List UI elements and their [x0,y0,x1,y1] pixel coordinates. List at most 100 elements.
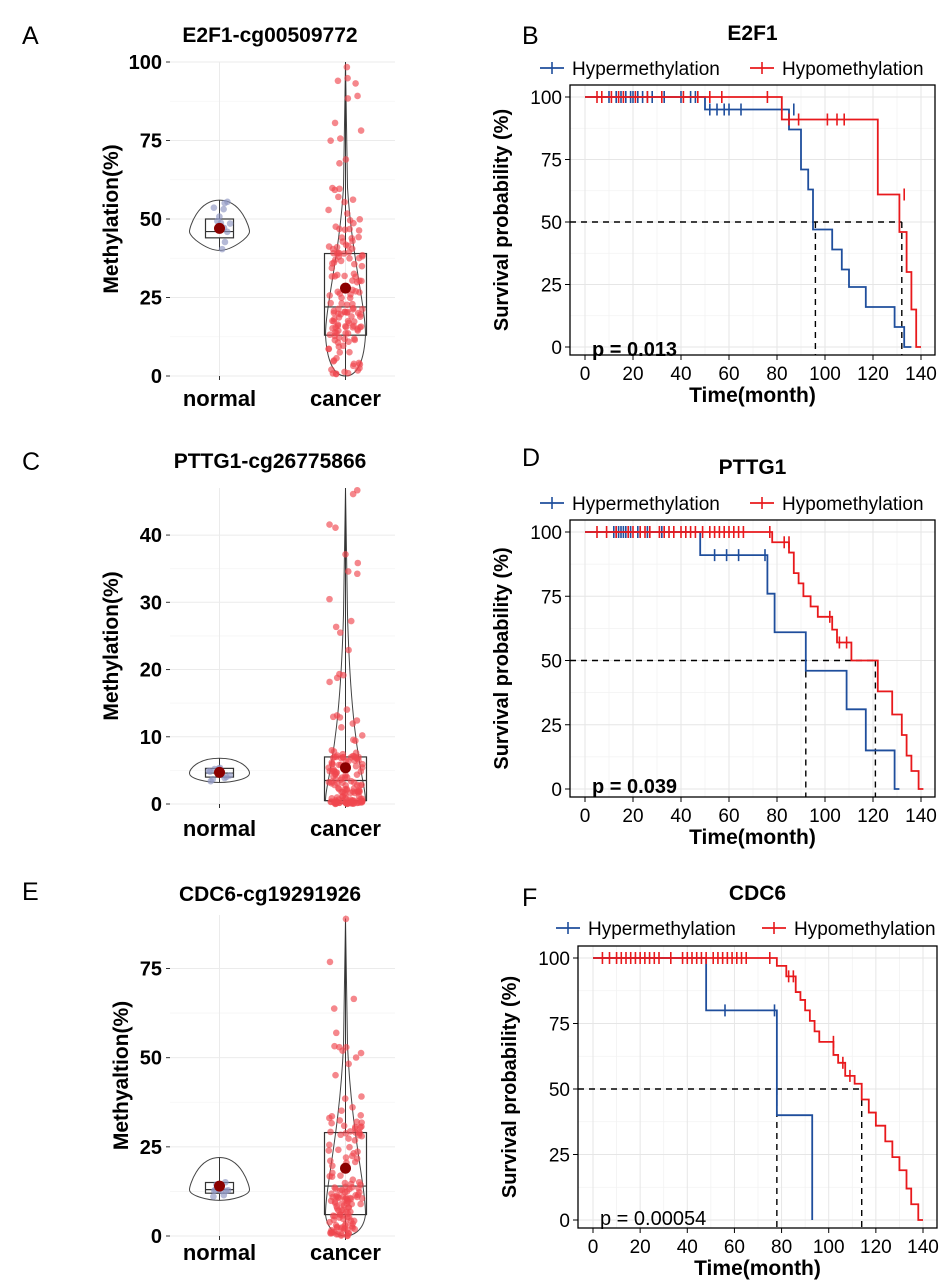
data-point [210,204,218,212]
data-point [357,127,365,134]
data-point [332,524,339,531]
data-point [348,313,355,320]
data-point [346,1143,353,1151]
x-tick-label: 120 [857,806,889,827]
data-point [335,193,342,201]
data-point [345,248,353,256]
km-curve-hypermethylation [585,531,900,790]
x-tick-label: 120 [860,1237,892,1258]
data-point [333,243,341,251]
data-point [333,329,340,337]
data-point [330,1005,338,1012]
legend: Hypermethylation Hypomethylation [540,494,924,515]
data-point [355,227,363,234]
data-point [337,257,345,265]
data-point [331,1184,338,1191]
data-point [358,262,366,270]
data-point [356,1188,363,1196]
x-tick-label: 60 [718,364,739,385]
x-tick-label: 20 [622,806,643,827]
x-tick-label: 0 [580,364,591,385]
data-point [343,800,351,808]
data-point [342,156,350,163]
mean-point-cancer [340,282,351,294]
x-tick-label: 40 [670,806,691,827]
data-point [358,797,366,805]
km-curve-hypermethylation [585,96,912,348]
data-point [335,1146,342,1154]
y-tick-label: 100 [530,523,562,544]
x-tick-label: 60 [724,1237,745,1258]
data-point [358,1093,365,1100]
data-point [341,786,349,793]
data-point [349,1104,356,1111]
data-point [355,1132,363,1139]
mean-point-normal [214,222,225,234]
km-curve-hypomethylation [593,957,923,1221]
data-point [343,210,351,217]
chart-title: E2F1-cg00509772 [182,24,357,47]
x-category-label: cancer [310,1240,381,1265]
data-point [342,241,350,249]
data-point [340,1122,348,1130]
data-point [331,186,339,194]
km-plot-2: 0 20 40 60 80 100 120 140 0 25 50 75 100 PTTG1 Time(mo… [491,456,937,849]
chart-title: E2F1 [727,22,778,45]
data-point [332,324,339,331]
data-point [354,570,361,578]
data-point [346,217,354,224]
data-point [326,595,333,603]
data-point [355,786,363,794]
data-point [333,1205,341,1212]
y-axis-label: Methylation(%) [100,571,123,720]
chart-title: CDC6 [729,882,786,905]
data-point [325,345,333,353]
panel-letter-c: C [22,448,40,476]
data-point [349,324,357,331]
y-tick-label: 100 [538,949,570,970]
data-point [355,1178,363,1186]
data-point [349,196,357,203]
y-tick-label: 25 [549,1146,570,1167]
data-point [354,559,362,567]
data-point [352,1123,359,1131]
y-tick-label: 50 [541,652,562,673]
data-point [342,1194,350,1202]
data-point [326,521,333,528]
data-point [338,1107,345,1114]
data-point [331,799,338,807]
x-tick-label: 0 [580,806,591,827]
x-category-label: cancer [310,386,381,411]
data-point [325,1147,333,1154]
data-point [342,551,349,558]
data-point [326,1114,333,1122]
y-tick-label: 0 [551,780,562,801]
data-point [338,234,346,241]
data-point [224,198,231,206]
x-tick-label: 140 [905,806,937,827]
data-point [333,250,341,257]
data-point [334,1230,342,1238]
data-point [330,357,337,365]
x-tick-label: 140 [907,1237,939,1258]
box-plot-1: 0 25 50 75 100 E2F1-cg00509772 Methylation(%) n… [100,24,395,411]
km-plot-1: 0 20 40 60 80 100 120 140 0 25 50 75 100 E2F1 Time(mon… [491,22,937,407]
panel-letter-d: D [522,444,540,472]
y-tick-label: 100 [129,52,162,74]
x-tick-label: 80 [766,806,787,827]
data-point [325,206,332,214]
plot-background [570,85,935,355]
data-point [339,1215,347,1223]
y-tick-label: 25 [541,716,562,737]
y-tick-label: 0 [551,338,562,359]
data-point [336,349,344,356]
data-point [345,1135,352,1142]
legend: Hypermethylation Hypomethylation [540,59,924,80]
data-point [356,289,363,296]
y-axis-label: Survival probability (%) [491,109,513,331]
y-tick-label: 75 [541,587,562,608]
data-point [352,737,359,745]
x-axis-label: Time(month) [689,826,816,849]
y-tick-label: 25 [140,1137,162,1159]
x-tick-label: 100 [809,364,841,385]
